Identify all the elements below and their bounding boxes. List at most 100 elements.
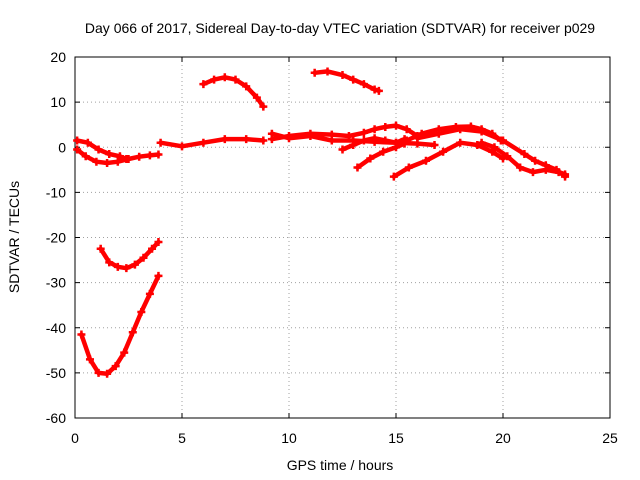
- data-point-arc-14: [499, 136, 507, 145]
- data-point-arc-3: [148, 244, 157, 253]
- y-tick-label: -30: [46, 275, 66, 291]
- data-point-arc-6: [220, 73, 229, 82]
- data-point-arc-6: [199, 80, 208, 89]
- data-point-arc-10: [349, 140, 358, 149]
- data-point-arc-13: [439, 147, 448, 156]
- data-point-arc-15: [477, 138, 486, 147]
- data-point-arc-8: [370, 125, 379, 134]
- data-point-arc-3: [154, 238, 163, 247]
- data-point-arc-5: [199, 138, 208, 147]
- data-point-arc-1: [73, 145, 82, 154]
- data-point-arc-4: [85, 355, 94, 364]
- y-tick-label: 20: [50, 49, 66, 65]
- data-point-arc-2: [73, 136, 82, 145]
- x-tick-label: 5: [178, 430, 186, 446]
- x-axis-label: GPS time / hours: [287, 457, 394, 473]
- data-point-arc-8: [344, 131, 353, 140]
- data-point-arc-12: [402, 136, 411, 145]
- data-point-arc-5: [220, 135, 229, 144]
- data-point-arc-9: [374, 86, 383, 95]
- data-point-arc-3: [113, 262, 122, 271]
- data-point-arc-4: [103, 369, 112, 378]
- series-line-arc-14: [415, 126, 568, 179]
- data-point-arc-5: [178, 142, 186, 151]
- data-point-arc-6: [259, 102, 268, 111]
- chart-title: Day 066 of 2017, Sidereal Day-to-day VTE…: [85, 20, 595, 36]
- data-point-arc-13: [473, 140, 482, 149]
- data-point-arc-11: [379, 147, 388, 156]
- data-point-arc-9: [338, 71, 347, 80]
- data-point-arc-4: [94, 368, 103, 377]
- data-point-arc-13: [404, 163, 413, 172]
- y-tick-label: -10: [46, 184, 66, 200]
- x-tick-label: 20: [495, 430, 511, 446]
- data-point-arc-5: [242, 135, 251, 144]
- data-point-arc-15: [490, 143, 499, 152]
- data-point-arc-14: [477, 127, 486, 136]
- data-point-arc-15: [541, 165, 550, 174]
- data-point-arc-3: [139, 253, 148, 262]
- data-point-arc-11: [392, 143, 400, 152]
- data-point-arc-4: [137, 307, 146, 316]
- data-point-arc-1: [154, 150, 163, 159]
- data-point-arc-8: [359, 128, 368, 137]
- data-point-arc-3: [122, 264, 131, 273]
- y-axis-label: SDTVAR / TECUs: [6, 181, 22, 293]
- data-point-arc-3: [130, 260, 139, 269]
- data-point-arc-15: [516, 163, 525, 172]
- y-tick-label: -40: [46, 320, 66, 336]
- data-point-arc-14: [520, 150, 529, 159]
- data-point-arc-15: [528, 168, 537, 177]
- data-point-arc-1: [103, 159, 112, 168]
- y-tick-label: -50: [46, 365, 66, 381]
- data-point-arc-8: [327, 130, 336, 139]
- data-point-arc-4: [128, 328, 137, 337]
- axis-ticks: 0 5 10 15 20 25 -60 -50 -40 -30 -20 -10 0 10 20: [46, 49, 618, 446]
- data-point-arc-2: [122, 154, 131, 163]
- data-point-arc-13: [421, 156, 430, 165]
- data-point-arc-4: [77, 330, 86, 339]
- data-point-arc-3: [105, 258, 114, 267]
- data-point-arc-6: [242, 82, 251, 91]
- data-point-arc-14: [413, 134, 422, 143]
- data-point-arc-1: [145, 151, 154, 160]
- data-point-arc-11: [353, 163, 362, 172]
- data-point-arc-14: [456, 125, 465, 134]
- data-point-arc-7: [430, 140, 439, 149]
- data-point-arc-6: [252, 93, 261, 102]
- data-point-arc-4: [145, 289, 154, 298]
- data-point-arc-15: [561, 170, 570, 179]
- data-point-arc-5: [156, 138, 165, 147]
- data-point-arc-1: [92, 157, 101, 166]
- data-point-arc-9: [310, 68, 319, 77]
- data-point-arc-14: [434, 129, 443, 138]
- data-point-arc-1: [135, 152, 144, 161]
- data-point-arc-15: [554, 168, 563, 177]
- data-point-arc-9: [323, 67, 332, 76]
- data-series: [73, 67, 570, 378]
- data-point-arc-14: [531, 156, 540, 165]
- x-tick-label: 10: [281, 430, 297, 446]
- y-tick-label: 0: [58, 139, 66, 155]
- data-point-arc-10: [359, 136, 368, 145]
- data-point-arc-11: [366, 154, 375, 163]
- data-point-arc-4: [120, 348, 129, 357]
- data-point-arc-2: [83, 138, 92, 147]
- y-tick-label: -60: [46, 410, 66, 426]
- data-point-arc-8: [392, 121, 400, 130]
- data-point-arc-2: [94, 145, 103, 154]
- data-point-arc-8: [267, 135, 276, 144]
- x-tick-label: 0: [71, 430, 79, 446]
- data-point-arc-5: [259, 136, 268, 145]
- data-point-arc-6: [231, 75, 240, 84]
- data-point-arc-13: [456, 138, 465, 147]
- data-point-arc-9: [370, 85, 379, 94]
- data-point-arc-8: [285, 131, 293, 140]
- data-point-arc-9: [349, 75, 358, 84]
- y-tick-label: -20: [46, 230, 66, 246]
- data-point-arc-1: [113, 157, 122, 166]
- data-point-arc-15: [503, 152, 512, 161]
- x-tick-label: 15: [388, 430, 404, 446]
